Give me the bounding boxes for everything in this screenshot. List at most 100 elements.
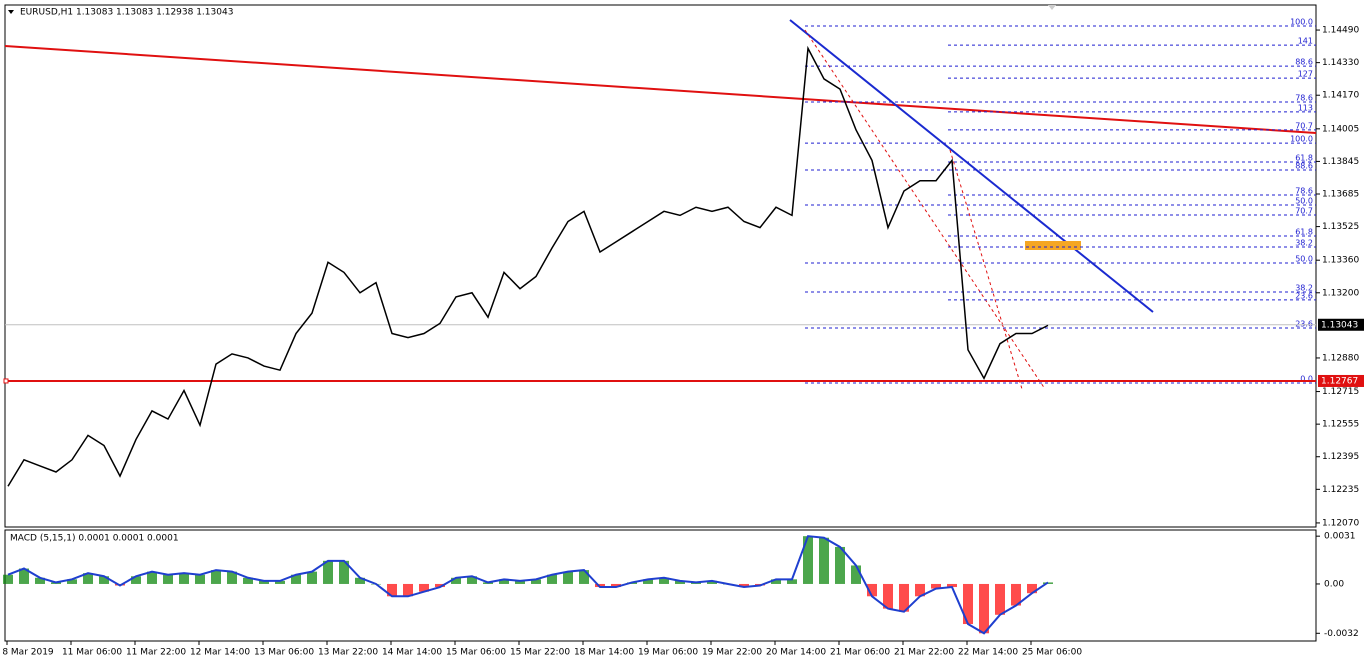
fib-label: 78.6	[1295, 93, 1313, 102]
macd-bar	[339, 560, 349, 584]
macd-bar	[867, 583, 877, 597]
macd-bar	[595, 583, 605, 588]
y-tick-label: 1.13360	[1322, 256, 1359, 266]
macd-bar	[403, 583, 413, 597]
macd-bar	[803, 536, 813, 584]
x-tick-label: 25 Mar 06:00	[1022, 648, 1082, 658]
y-tick-label: 1.14330	[1322, 58, 1359, 68]
y-tick-label: 1.13685	[1322, 190, 1359, 200]
shift-marker	[1048, 5, 1056, 10]
macd-bar	[675, 580, 685, 584]
fib-label: 127	[1298, 70, 1313, 79]
macd-bar	[419, 583, 429, 592]
x-tick-label: 15 Mar 06:00	[446, 648, 506, 658]
macd-bar	[915, 583, 925, 597]
fib-label: 100.0	[1290, 17, 1313, 26]
fib-label: 23.6	[1295, 291, 1313, 300]
header: EURUSD,H1 1.13083 1.13083 1.12938 1.1304…	[20, 8, 233, 18]
macd-tick-label: -0.0032	[1324, 629, 1359, 639]
price-frame	[4, 4, 1317, 528]
fib-label: 88.6	[1295, 58, 1313, 67]
x-tick-label: 21 Mar 22:00	[894, 648, 954, 658]
macd-bar	[147, 571, 157, 584]
macd-bar	[243, 577, 253, 584]
macd-bar	[547, 574, 557, 584]
y-tick-label: 1.14490	[1322, 26, 1359, 36]
macd-bar	[163, 574, 173, 584]
macd-bar	[323, 560, 333, 584]
macd-bar	[67, 579, 77, 584]
macd-bar	[659, 577, 669, 584]
fib-label: 50.0	[1295, 255, 1313, 264]
trendline-blue	[789, 19, 1154, 313]
fib-label: 50.0	[1295, 197, 1313, 206]
macd-bar	[291, 574, 301, 584]
fib-label: 38.2	[1295, 238, 1313, 247]
fib-label: 113	[1298, 103, 1313, 112]
x-tick-label: 14 Mar 14:00	[382, 648, 442, 658]
macd-bar	[979, 583, 989, 634]
y-tick-label: 1.14170	[1322, 91, 1359, 101]
y-tick-label: 1.12715	[1322, 387, 1359, 397]
macd-bar	[275, 580, 285, 584]
macd-bar	[643, 579, 653, 584]
macd-tick-label: 0.00	[1324, 579, 1344, 589]
macd-bar	[99, 576, 109, 584]
macd-bar	[739, 583, 749, 588]
macd-bar	[899, 583, 909, 612]
macd-bar	[995, 583, 1005, 615]
fib-label: 100.0	[1290, 135, 1313, 144]
trendline-red	[4, 45, 1317, 134]
macd-bar	[563, 571, 573, 584]
y-tick-label: 1.14005	[1322, 124, 1359, 134]
macd-bar	[3, 574, 13, 584]
macd-bar	[467, 576, 477, 584]
support-price-label: 1.12767	[1321, 376, 1358, 386]
x-tick-label: 21 Mar 06:00	[830, 648, 890, 658]
fib-label: 70.7	[1295, 206, 1313, 215]
macd-bar	[819, 537, 829, 584]
y-tick-label: 1.12070	[1322, 518, 1359, 528]
fib-label: 141	[1298, 37, 1313, 46]
macd-bar	[883, 583, 893, 609]
x-tick-label: 8 Mar 2019	[2, 648, 54, 658]
macd-line	[7, 535, 1049, 635]
menu-arrow[interactable]	[8, 10, 14, 14]
macd-bar	[499, 579, 509, 584]
macd-bar	[131, 576, 141, 584]
x-tick-label: 12 Mar 14:00	[190, 648, 250, 658]
macd-bar	[611, 583, 621, 588]
macd-bar	[355, 577, 365, 584]
current-price-box	[1318, 318, 1364, 331]
macd-bar	[707, 580, 717, 584]
support-handle	[3, 378, 9, 384]
macd-bar	[259, 580, 269, 584]
macd-tick-label: 0.0031	[1324, 532, 1356, 542]
macd-bar	[451, 577, 461, 584]
macd-bar	[531, 579, 541, 584]
price-line	[7, 45, 1049, 487]
macd-bar	[83, 573, 93, 584]
y-tick-label: 1.13200	[1322, 288, 1359, 298]
x-tick-label: 13 Mar 22:00	[318, 648, 378, 658]
y-tick-label: 1.12235	[1322, 485, 1359, 495]
fib-label: 61.8	[1295, 154, 1313, 163]
fib-label: 0.0	[1300, 375, 1313, 384]
fib-label: 88.6	[1295, 161, 1313, 170]
macd-bar	[579, 570, 589, 584]
fib-label: 70.7	[1295, 121, 1313, 130]
y-tick-label: 1.12880	[1322, 353, 1359, 363]
macd-bar	[515, 580, 525, 584]
fib-label: 61.8	[1295, 227, 1313, 236]
y-tick-label: 1.13525	[1322, 222, 1359, 232]
macd-bar	[435, 583, 445, 588]
macd-bar	[195, 574, 205, 584]
x-tick-label: 11 Mar 06:00	[62, 648, 122, 658]
target-zone	[1025, 241, 1081, 250]
macd-bar	[771, 579, 781, 584]
macd-bar	[1027, 583, 1037, 594]
x-tick-label: 15 Mar 22:00	[510, 648, 570, 658]
macd-bar	[211, 570, 221, 584]
x-tick-label: 19 Mar 06:00	[638, 648, 698, 658]
